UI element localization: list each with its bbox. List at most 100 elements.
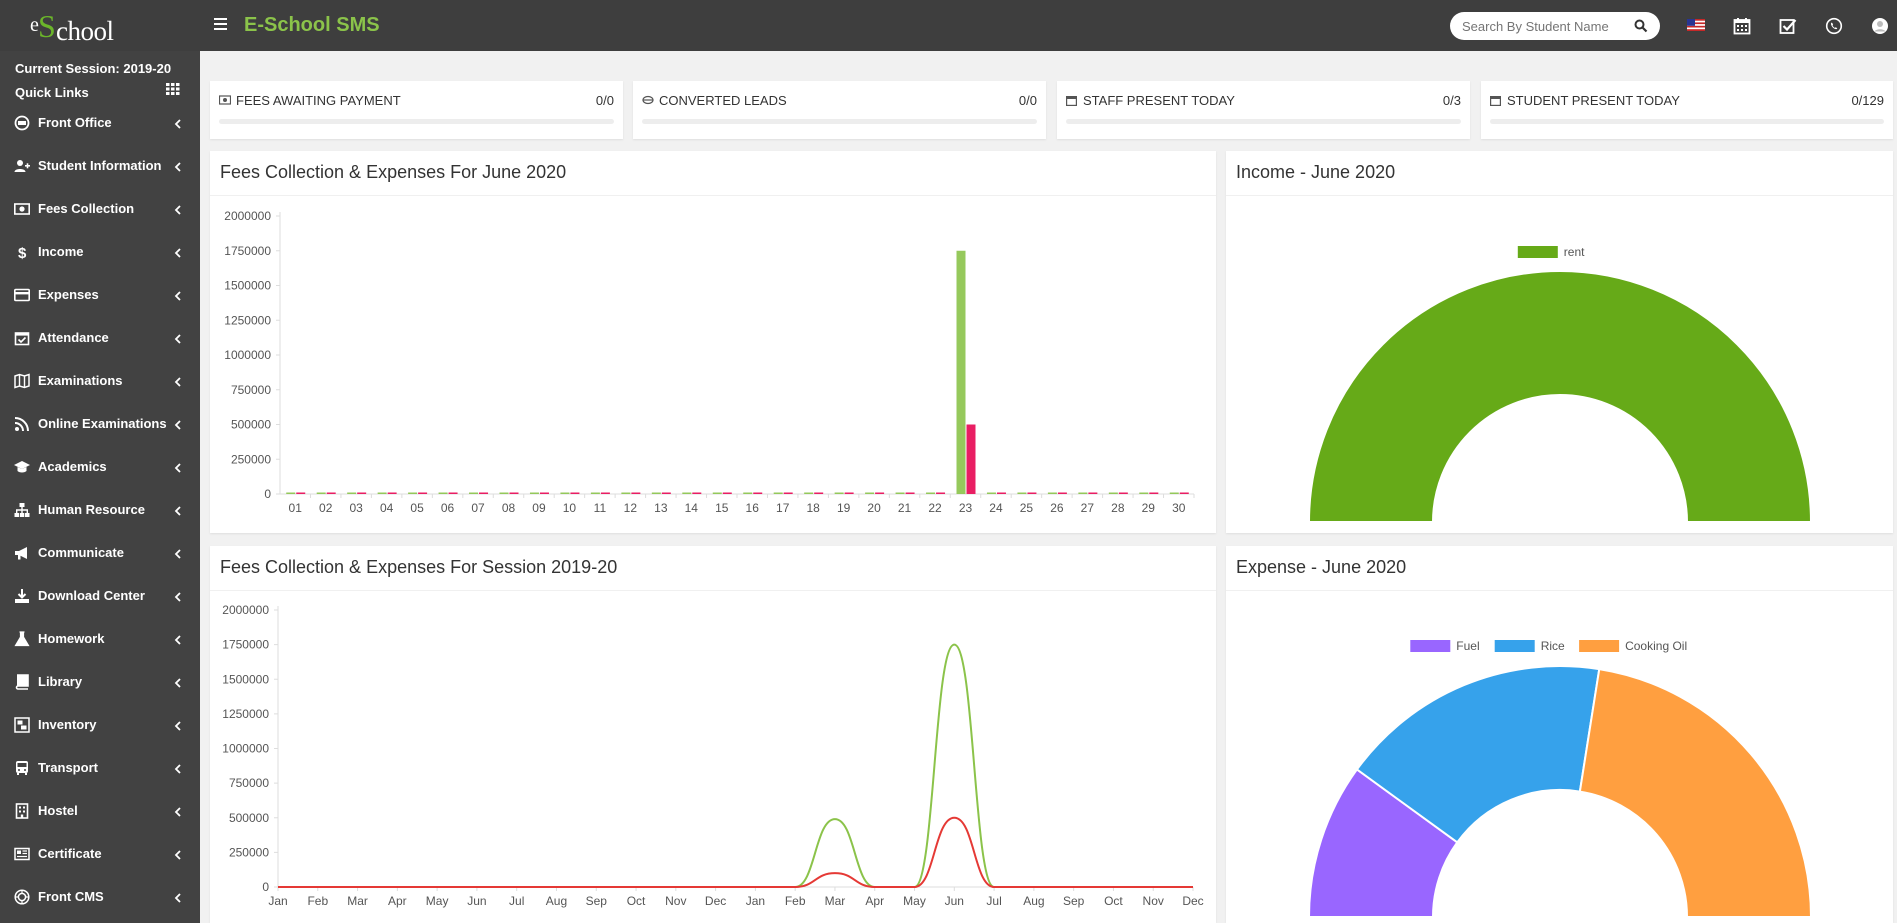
monthly-bar[interactable] <box>570 492 580 495</box>
monthly-bar[interactable] <box>1017 492 1027 495</box>
monthly-bar[interactable] <box>529 492 539 495</box>
monthly-bar[interactable] <box>1047 492 1057 495</box>
chevron-left-icon[interactable] <box>174 763 182 775</box>
chevron-left-icon[interactable] <box>174 720 182 732</box>
monthly-bar[interactable] <box>1078 492 1088 495</box>
expense-legend-label[interactable]: Cooking Oil <box>1625 639 1687 653</box>
monthly-bar[interactable] <box>712 492 722 495</box>
chevron-left-icon[interactable] <box>174 462 182 474</box>
monthly-bar[interactable] <box>936 492 946 495</box>
whatsapp-icon[interactable] <box>1825 17 1843 35</box>
monthly-bar[interactable] <box>743 492 753 495</box>
monthly-bar[interactable] <box>357 492 367 495</box>
monthly-bar[interactable] <box>1118 492 1128 495</box>
sidebar-item-human-resource[interactable]: Human Resource <box>0 490 200 530</box>
chevron-left-icon[interactable] <box>174 290 182 302</box>
monthly-bar[interactable] <box>600 492 610 495</box>
monthly-bar[interactable] <box>926 492 936 495</box>
monthly-bar[interactable] <box>631 492 641 495</box>
monthly-bar[interactable] <box>834 492 844 495</box>
monthly-bar[interactable] <box>651 492 661 495</box>
monthly-bar[interactable] <box>661 492 671 495</box>
monthly-bar[interactable] <box>438 492 448 495</box>
monthly-bar[interactable] <box>966 424 976 495</box>
calendar-icon[interactable] <box>1733 17 1751 35</box>
expense-slice[interactable] <box>1578 667 1813 918</box>
grid-icon[interactable] <box>166 82 180 96</box>
monthly-bar[interactable] <box>539 492 549 495</box>
sidebar-item-certificate[interactable]: Certificate <box>0 834 200 874</box>
monthly-bar[interactable] <box>387 492 397 495</box>
monthly-bar[interactable] <box>1108 492 1118 495</box>
monthly-bar[interactable] <box>865 492 875 495</box>
monthly-bar[interactable] <box>895 492 905 495</box>
monthly-bar[interactable] <box>590 492 600 495</box>
expense-slice[interactable] <box>1355 665 1601 844</box>
sidebar-item-student-information[interactable]: Student Information <box>0 146 200 186</box>
sidebar-item-fees-collection[interactable]: Fees Collection <box>0 189 200 229</box>
monthly-bar[interactable] <box>1139 492 1149 495</box>
sidebar-item-income[interactable]: $ Income <box>0 232 200 272</box>
search-icon[interactable] <box>1634 19 1648 33</box>
monthly-bar[interactable] <box>408 492 418 495</box>
sidebar-item-transport[interactable]: Transport <box>0 748 200 788</box>
monthly-bar[interactable] <box>418 492 428 495</box>
monthly-bar[interactable] <box>621 492 631 495</box>
monthly-bar[interactable] <box>347 492 357 495</box>
us-flag-icon[interactable] <box>1687 19 1705 31</box>
chevron-left-icon[interactable] <box>174 204 182 216</box>
monthly-bar[interactable] <box>296 492 306 495</box>
chevron-left-icon[interactable] <box>174 376 182 388</box>
monthly-bar[interactable] <box>316 492 326 495</box>
logo[interactable]: e S chool <box>0 0 200 51</box>
session-series-line[interactable] <box>277 643 1193 888</box>
chevron-left-icon[interactable] <box>174 849 182 861</box>
chevron-left-icon[interactable] <box>174 333 182 345</box>
monthly-bar[interactable] <box>773 492 783 495</box>
session-series-line[interactable] <box>277 816 1193 888</box>
monthly-bar[interactable] <box>692 492 702 495</box>
sidebar-item-communicate[interactable]: Communicate <box>0 533 200 573</box>
chevron-left-icon[interactable] <box>174 634 182 646</box>
sidebar-item-online-examinations[interactable]: Online Examinations <box>0 404 200 444</box>
monthly-bar[interactable] <box>986 492 996 495</box>
monthly-bar[interactable] <box>509 492 519 495</box>
chevron-left-icon[interactable] <box>174 419 182 431</box>
monthly-bar[interactable] <box>783 492 793 495</box>
monthly-bar[interactable] <box>814 492 824 495</box>
stat-card-fees-awaiting[interactable]: Fees Awaiting Payment 0/0 <box>210 81 623 139</box>
monthly-bar[interactable] <box>1149 492 1159 495</box>
monthly-bar[interactable] <box>996 492 1006 495</box>
quick-links[interactable]: Quick Links <box>15 85 89 100</box>
monthly-bar[interactable] <box>286 492 296 495</box>
chevron-left-icon[interactable] <box>174 118 182 130</box>
monthly-bar[interactable] <box>377 492 387 495</box>
monthly-bar[interactable] <box>1088 492 1098 495</box>
monthly-bar[interactable] <box>1027 492 1037 495</box>
monthly-bar[interactable] <box>844 492 854 495</box>
sidebar-item-academics[interactable]: Academics <box>0 447 200 487</box>
chevron-left-icon[interactable] <box>174 161 182 173</box>
sidebar-item-homework[interactable]: Homework <box>0 619 200 659</box>
chevron-left-icon[interactable] <box>174 591 182 603</box>
monthly-bar[interactable] <box>956 250 966 494</box>
stat-card-converted-leads[interactable]: Converted Leads 0/0 <box>633 81 1046 139</box>
monthly-bar[interactable] <box>499 492 509 495</box>
sidebar-item-download-center[interactable]: Download Center <box>0 576 200 616</box>
monthly-bar[interactable] <box>1169 492 1179 495</box>
expense-legend-swatch[interactable] <box>1410 640 1451 652</box>
monthly-bar[interactable] <box>905 492 915 495</box>
hamburger-menu-icon[interactable] <box>214 18 228 32</box>
chevron-left-icon[interactable] <box>174 548 182 560</box>
sidebar-item-library[interactable]: Library <box>0 662 200 702</box>
monthly-bar[interactable] <box>682 492 692 495</box>
monthly-bar[interactable] <box>753 492 763 495</box>
monthly-bar[interactable] <box>326 492 336 495</box>
expense-legend-swatch[interactable] <box>1579 640 1620 652</box>
chevron-left-icon[interactable] <box>174 806 182 818</box>
chevron-left-icon[interactable] <box>174 677 182 689</box>
income-legend-label[interactable]: rent <box>1564 245 1585 259</box>
stat-card-student-present[interactable]: Student Present Today 0/129 <box>1481 81 1893 139</box>
chevron-left-icon[interactable] <box>174 505 182 517</box>
monthly-bar[interactable] <box>469 492 479 495</box>
